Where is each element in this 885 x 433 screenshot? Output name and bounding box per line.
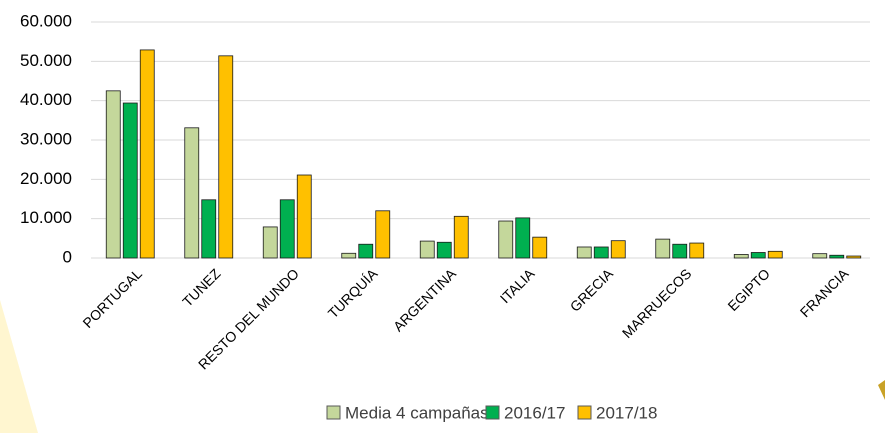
bar (279, 199, 295, 259)
x-tick-label: ARGENTINA (390, 265, 460, 335)
bar (296, 174, 312, 259)
bar (733, 254, 749, 259)
bar (689, 242, 705, 259)
bar (812, 253, 828, 259)
bar (184, 127, 200, 259)
x-tick-label: ITALIA (497, 265, 538, 306)
bar (453, 215, 469, 259)
legend-swatch (485, 405, 500, 420)
bar (341, 252, 357, 259)
y-tick-label: 0 (63, 247, 72, 266)
bar (201, 199, 217, 259)
bar (436, 241, 452, 259)
legend-label: Media 4 campañas (345, 403, 489, 422)
bar (532, 236, 548, 259)
bar (375, 210, 391, 259)
bar (829, 254, 845, 259)
bar (846, 255, 862, 259)
legend-swatch (326, 405, 341, 420)
y-tick-label: 50.000 (20, 51, 72, 70)
bar (672, 243, 688, 259)
y-tick-label: 30.000 (20, 129, 72, 148)
y-tick-label: 20.000 (20, 169, 72, 188)
bar (610, 240, 626, 259)
bar (593, 246, 609, 259)
legend-label: 2017/18 (596, 403, 657, 422)
x-tick-label: TURQUÍA (325, 265, 381, 321)
x-tick-label: FRANCIA (797, 265, 852, 320)
decoration (0, 300, 38, 433)
x-tick-label: EGIPTO (724, 265, 773, 314)
bar (419, 240, 435, 259)
x-tick-label: MARRUECOS (619, 265, 695, 341)
bar (576, 246, 592, 259)
bar (218, 55, 234, 259)
bar (139, 49, 155, 259)
bar (498, 220, 514, 259)
bar (750, 252, 766, 259)
x-tick-label: TUNEZ (179, 265, 224, 310)
bar (358, 243, 374, 259)
bar (105, 90, 121, 259)
y-tick-label: 10.000 (20, 208, 72, 227)
bar (515, 217, 531, 259)
y-tick-label: 60.000 (20, 11, 72, 30)
decoration (878, 380, 885, 400)
legend-label: 2016/17 (504, 403, 565, 422)
x-tick-label: GRECIA (567, 265, 617, 315)
bar (655, 238, 671, 259)
legend-swatch (577, 405, 592, 420)
x-tick-label: PORTUGAL (79, 265, 145, 331)
bar (262, 226, 278, 259)
bar (122, 102, 138, 259)
y-tick-label: 40.000 (20, 90, 72, 109)
bar (767, 250, 783, 259)
